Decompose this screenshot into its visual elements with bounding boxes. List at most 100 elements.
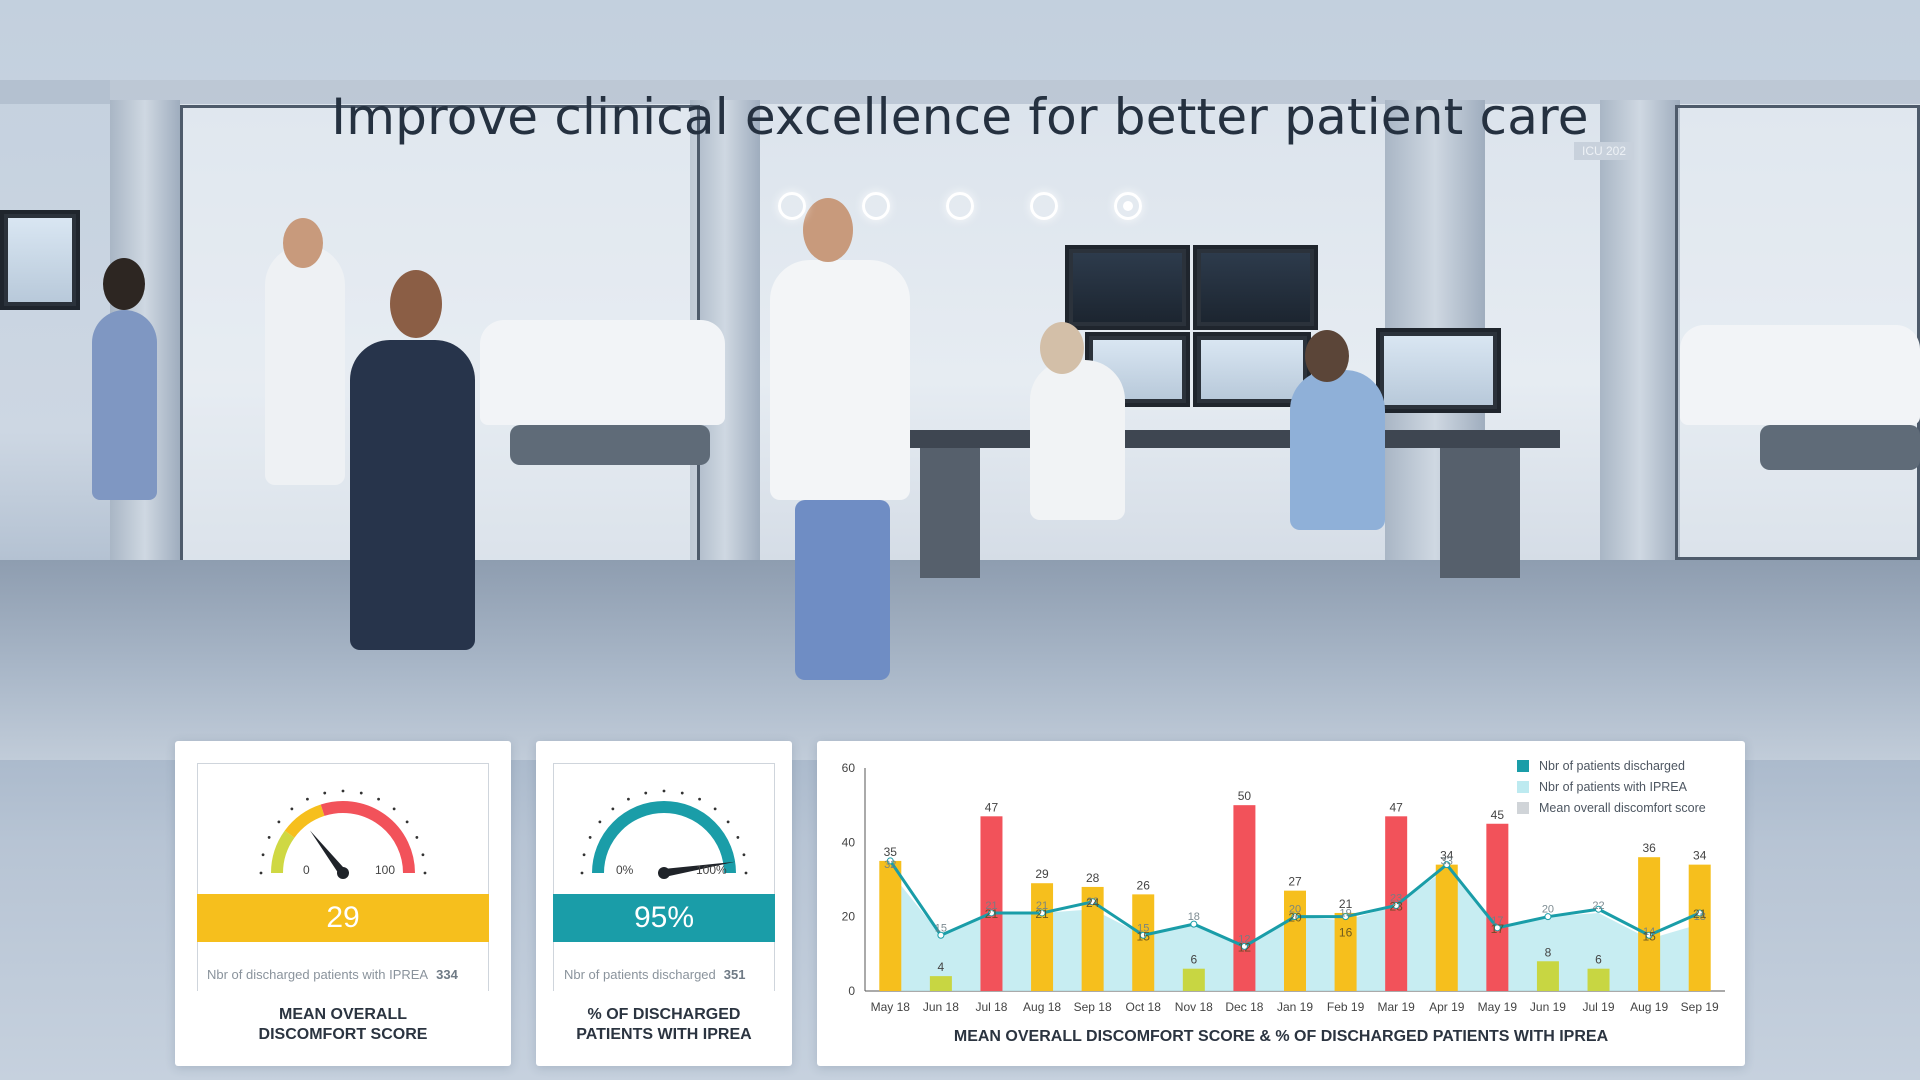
discomfort-bar	[1182, 968, 1205, 991]
discharged-point	[1493, 924, 1501, 932]
legend-swatch	[1517, 801, 1529, 814]
discharged-point	[1392, 902, 1400, 910]
discomfort-bar	[1081, 886, 1104, 991]
legend-swatch	[1517, 780, 1529, 793]
gauge-tick	[377, 797, 380, 801]
iprea-value-label: 20	[1542, 904, 1554, 916]
gauge-frame	[553, 763, 775, 991]
legend-item: Nbr of patients discharged	[1517, 755, 1706, 776]
iprea-value-label: 33	[1441, 855, 1453, 867]
gauge-tick	[421, 853, 425, 857]
discharged-percent-card: 0% 100% 95% Nbr of patients discharged 35…	[536, 741, 792, 1066]
bar-inner-label: 17	[1491, 922, 1505, 936]
bar-value-label: 35	[884, 845, 898, 859]
carousel-dot-4[interactable]	[1030, 192, 1058, 220]
iprea-value-label: 18	[1188, 911, 1200, 923]
x-tick-label: Oct 18	[1126, 1000, 1162, 1014]
desk-cabinet	[1440, 448, 1520, 578]
legend-label: Mean overall discomfort score	[1539, 800, 1706, 815]
x-tick-label: Sep 18	[1074, 1000, 1112, 1014]
card-title-line1: MEAN OVERALL	[279, 1006, 407, 1023]
carousel-dot-1[interactable]	[778, 192, 806, 220]
bar-value-label: 28	[1086, 871, 1100, 885]
bar-value-label: 27	[1288, 875, 1302, 889]
gauge-arc-segment	[271, 830, 295, 874]
discomfort-bar	[1536, 961, 1559, 991]
x-tick-label: Jul 19	[1583, 1000, 1615, 1014]
x-tick-label: Sep 19	[1681, 1000, 1719, 1014]
gauge-arc-segment	[320, 801, 415, 874]
carousel-dot-2[interactable]	[862, 192, 890, 220]
discharged-percent-value: 95%	[553, 894, 775, 942]
patients-discharged-label: Nbr of patients discharged	[564, 967, 716, 982]
gauge-tick	[580, 871, 584, 875]
discharged-point	[1291, 913, 1299, 921]
room-label: ICU 202	[1574, 142, 1635, 160]
gauge-max-label: 100%	[696, 863, 727, 877]
gauge-tick	[662, 789, 666, 793]
bar-value-label: 47	[1389, 800, 1403, 814]
desk-cabinet	[920, 448, 980, 578]
iprea-value-label: 15	[1137, 922, 1149, 934]
carousel-dot-3[interactable]	[946, 192, 974, 220]
legend-item: Mean overall discomfort score	[1517, 797, 1706, 818]
bar-value-label: 50	[1238, 789, 1252, 803]
gauge-needle-hub	[658, 867, 670, 879]
gauge-tick	[744, 871, 748, 875]
card-title: MEAN OVERALL DISCOMFORT SCORE	[175, 1005, 511, 1045]
iprea-value-label: 20	[1289, 904, 1301, 916]
wall-monitor	[0, 210, 80, 310]
discomfort-bar	[1638, 857, 1661, 991]
gauge-max-label: 100	[375, 863, 396, 877]
discharged-point	[1139, 931, 1147, 939]
gauge-min-label: 0%	[616, 863, 634, 877]
nurse-figure	[92, 310, 157, 500]
discomfort-bar	[1688, 864, 1711, 991]
gauge-tick	[698, 797, 701, 801]
nurse-head	[1305, 330, 1349, 382]
discharged-point	[886, 857, 894, 865]
iprea-value-label: 12	[1238, 933, 1250, 945]
iprea-value-label: 32	[884, 859, 896, 871]
bar-value-label: 47	[985, 800, 999, 814]
y-tick-label: 20	[842, 910, 856, 924]
bar-value-label: 34	[1693, 849, 1707, 863]
gauge-tick	[582, 853, 586, 857]
gauge-needle	[663, 861, 736, 877]
discharged-point	[1190, 920, 1198, 928]
gauge-needle	[309, 830, 347, 876]
y-tick-label: 40	[842, 835, 856, 849]
x-tick-label: Jun 19	[1530, 1000, 1566, 1014]
x-tick-label: Aug 19	[1630, 1000, 1668, 1014]
iprea-value-label: 22	[1087, 896, 1099, 908]
doctor-head	[803, 198, 853, 262]
gauge-tick	[306, 797, 309, 801]
discharged-point	[1240, 942, 1248, 950]
carousel-dots	[778, 192, 1142, 220]
legend-swatch	[1517, 759, 1529, 772]
bar-value-label: 45	[1491, 808, 1505, 822]
page-headline: Improve clinical excellence for better p…	[331, 88, 1589, 146]
discomfort-score-value: 29	[197, 894, 489, 942]
bar-value-label: 6	[1595, 953, 1602, 967]
patient-bed	[480, 320, 725, 425]
card-title-line2: PATIENTS WITH IPREA	[576, 1026, 752, 1043]
y-tick-label: 60	[842, 761, 856, 775]
gauge-tick	[713, 807, 717, 811]
discharged-point	[1443, 861, 1451, 869]
discharged-with-iprea-label: Nbr of discharged patients with IPREA	[207, 967, 429, 982]
combined-chart-card: 0 20 40 60 35 4 47 29 28 26 6 50 27 21 47 34 45 8 6 36 34 32 1…	[817, 741, 1745, 1066]
iprea-value-label: 18	[1694, 911, 1706, 923]
bar-inner-label: 21	[985, 907, 999, 921]
gauge-tick	[423, 871, 427, 875]
bed-frame	[510, 425, 710, 465]
bar-value-label: 4	[938, 960, 945, 974]
discharged-point	[1645, 931, 1653, 939]
floor	[0, 560, 1920, 760]
discharged-point	[987, 909, 995, 917]
legend-item: Nbr of patients with IPREA	[1517, 776, 1706, 797]
discomfort-bar	[980, 816, 1003, 991]
discomfort-bar	[1132, 894, 1155, 991]
gauge-tick	[261, 853, 265, 857]
carousel-dot-5-active[interactable]	[1114, 192, 1142, 220]
